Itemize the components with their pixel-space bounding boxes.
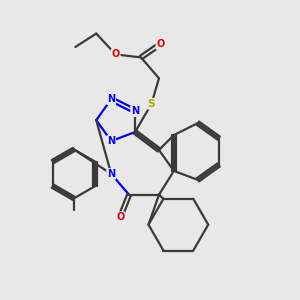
Text: O: O: [116, 212, 124, 222]
Text: S: S: [148, 99, 155, 109]
Text: O: O: [112, 50, 120, 59]
Text: O: O: [156, 39, 165, 49]
Text: N: N: [107, 136, 115, 146]
Text: N: N: [107, 94, 115, 104]
Text: N: N: [131, 106, 139, 116]
Text: N: N: [107, 169, 115, 179]
